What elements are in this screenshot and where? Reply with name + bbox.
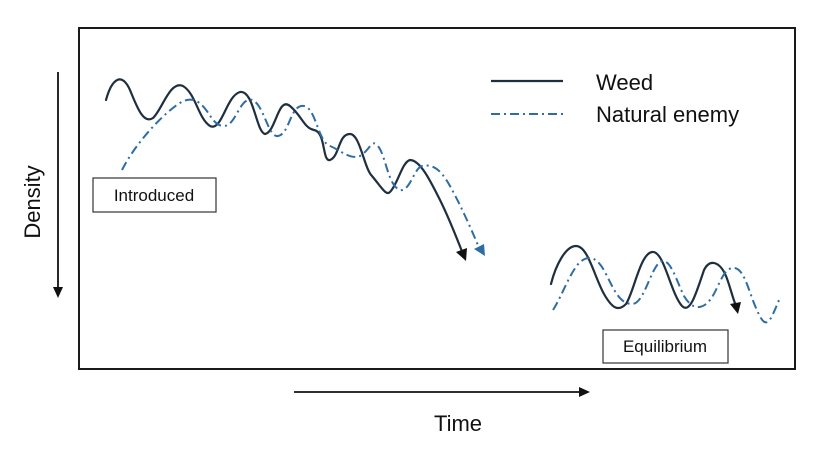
x-axis-label: Time xyxy=(434,411,482,436)
equilibrium-label: Equilibrium xyxy=(623,337,707,356)
y-axis-label: Density xyxy=(20,165,45,238)
enemy-decline-arrowhead xyxy=(474,244,485,256)
introduced-label: Introduced xyxy=(114,186,194,205)
weed-equilibrium-arrowhead xyxy=(730,302,741,314)
legend-enemy-label: Natural enemy xyxy=(596,102,739,127)
weed-decline-arrowhead xyxy=(456,248,467,261)
enemy-curve-equilibrium xyxy=(552,257,781,324)
introduced-box xyxy=(92,177,217,213)
density-arrowhead xyxy=(53,287,63,298)
weed-curve-decline xyxy=(104,78,465,256)
time-arrowhead xyxy=(579,387,590,397)
equilibrium-box xyxy=(602,329,729,364)
legend-weed-label: Weed xyxy=(596,70,653,95)
weed-curve-equilibrium xyxy=(549,244,738,310)
enemy-curve-decline xyxy=(121,98,481,251)
legend: Weed Natural enemy xyxy=(491,70,739,127)
